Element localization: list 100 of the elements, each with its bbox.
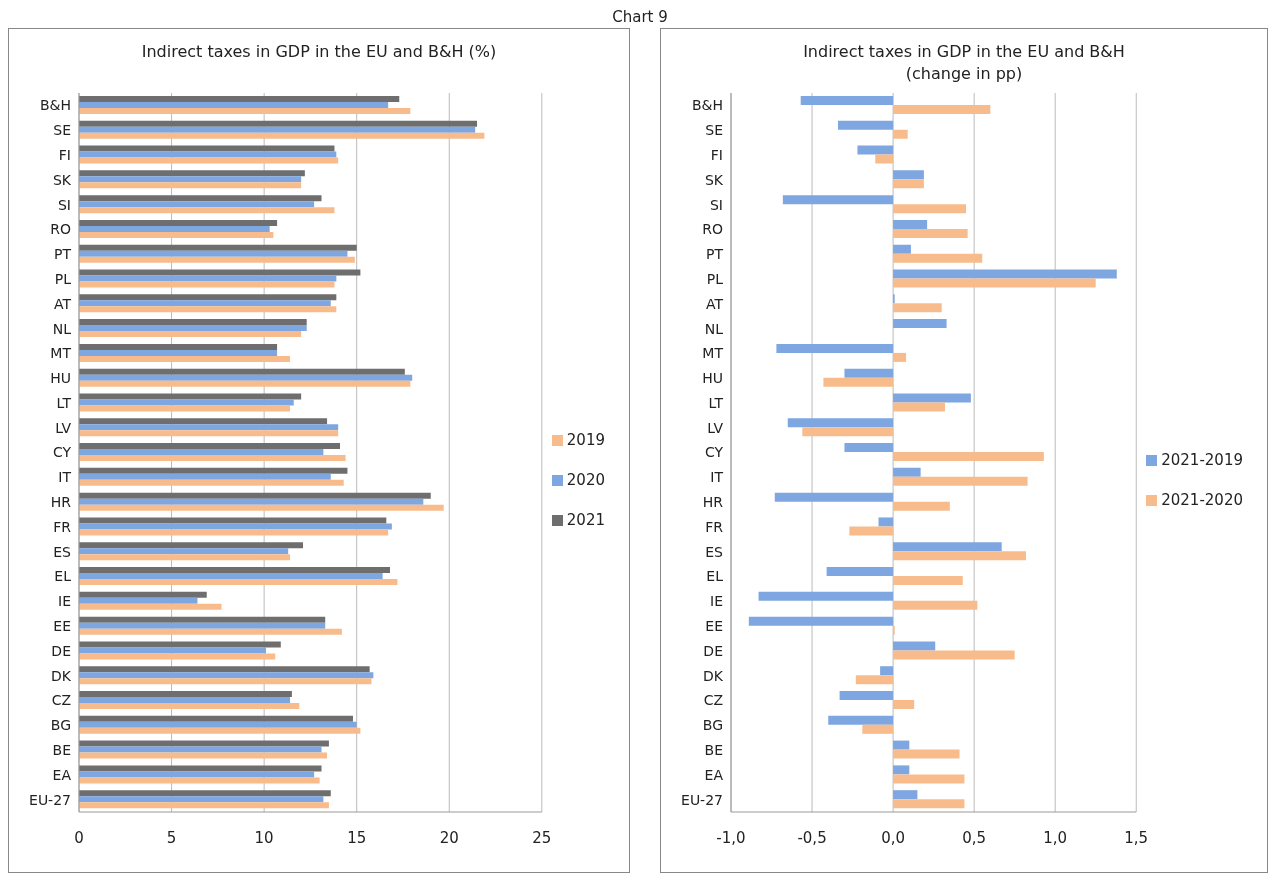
bar xyxy=(79,325,307,332)
bar xyxy=(878,517,894,527)
y-tick-label: EE xyxy=(53,618,71,635)
y-tick-label: MT xyxy=(50,345,72,362)
y-tick-label: FI xyxy=(710,146,723,163)
y-tick-label: BG xyxy=(702,717,723,734)
bar xyxy=(79,374,413,381)
bar xyxy=(893,551,1027,561)
bar xyxy=(79,641,281,648)
bar xyxy=(893,641,936,651)
y-tick-label: IE xyxy=(58,593,71,610)
bar xyxy=(893,319,947,329)
y-tick-label: IT xyxy=(710,469,724,486)
y-tick-label: BE xyxy=(704,741,723,758)
bar xyxy=(862,724,894,734)
bar xyxy=(79,523,392,530)
bar xyxy=(79,380,411,387)
y-tick-label: FI xyxy=(58,146,71,163)
x-tick-label: -1,0 xyxy=(716,828,746,847)
y-tick-label: IE xyxy=(710,593,723,610)
bar xyxy=(79,176,302,183)
y-tick-label: SI xyxy=(57,196,71,213)
y-tick-label: DK xyxy=(703,667,724,684)
bar xyxy=(79,752,328,759)
bar xyxy=(774,492,894,502)
bar xyxy=(79,548,289,555)
bar xyxy=(875,154,894,164)
bar xyxy=(802,427,894,437)
bar xyxy=(849,526,894,536)
bar xyxy=(79,697,291,704)
y-tick-label: HR xyxy=(50,494,72,511)
legend-label: 2021-2020 xyxy=(1161,490,1243,509)
y-tick-label: AT xyxy=(53,295,72,312)
y-tick-label: SE xyxy=(705,122,723,139)
x-tick-label: 15 xyxy=(347,828,367,847)
bar xyxy=(79,771,315,778)
y-tick-label: EA xyxy=(52,766,72,783)
bar xyxy=(893,452,1044,462)
legend-label: 2021-2019 xyxy=(1161,450,1243,469)
bar xyxy=(893,269,1117,279)
y-tick-label: LV xyxy=(707,419,724,436)
y-tick-label: NL xyxy=(704,320,724,337)
y-tick-label: NL xyxy=(52,320,72,337)
y-tick-label: MT xyxy=(702,345,724,362)
y-tick-label: EL xyxy=(54,568,72,585)
bar xyxy=(79,201,315,208)
y-tick-label: CZ xyxy=(51,692,71,709)
y-tick-label: LV xyxy=(55,419,72,436)
y-tick-label: EU-27 xyxy=(29,791,71,808)
bar xyxy=(79,517,387,524)
bar xyxy=(79,554,291,561)
y-tick-label: LT xyxy=(708,394,724,411)
bar xyxy=(893,542,1002,552)
bar xyxy=(79,107,411,114)
bar xyxy=(79,603,222,610)
bar xyxy=(893,467,921,477)
bar xyxy=(79,542,303,549)
bar xyxy=(79,727,361,734)
bar xyxy=(79,195,322,202)
bar xyxy=(79,424,339,431)
x-tick-label: -0,5 xyxy=(797,828,827,847)
y-tick-label: BG xyxy=(50,717,71,734)
bar xyxy=(79,504,444,511)
bar xyxy=(826,567,894,577)
bar xyxy=(837,120,894,130)
bar xyxy=(79,393,302,400)
bar xyxy=(79,591,207,598)
bar xyxy=(893,476,1028,486)
x-tick-label: 20 xyxy=(439,828,459,847)
bar xyxy=(79,95,400,102)
bar xyxy=(79,349,278,356)
bar xyxy=(79,182,302,189)
y-tick-label: CY xyxy=(704,444,724,461)
x-tick-label: 5 xyxy=(166,828,177,847)
y-tick-label: RO xyxy=(50,221,71,238)
bar xyxy=(79,628,342,635)
bar xyxy=(79,331,302,338)
bar xyxy=(79,355,291,362)
bar xyxy=(79,430,339,437)
bar xyxy=(893,650,1015,660)
bar xyxy=(79,567,391,574)
y-tick-label: CY xyxy=(52,444,72,461)
bar xyxy=(79,343,278,350)
bar xyxy=(79,647,266,654)
bar xyxy=(79,473,331,480)
bar xyxy=(79,622,326,629)
x-tick-label: 25 xyxy=(532,828,552,847)
bar xyxy=(844,443,894,453)
bar xyxy=(782,195,894,205)
bar xyxy=(839,691,894,701)
bar xyxy=(893,393,971,403)
y-tick-label: DE xyxy=(51,642,71,659)
bar xyxy=(844,368,894,378)
bar xyxy=(79,300,331,307)
y-tick-label: EA xyxy=(704,766,724,783)
bar xyxy=(79,529,389,536)
x-tick-label: 1,5 xyxy=(1124,828,1149,847)
bar xyxy=(758,591,894,601)
y-tick-label: BE xyxy=(52,741,71,758)
bar xyxy=(79,275,337,282)
